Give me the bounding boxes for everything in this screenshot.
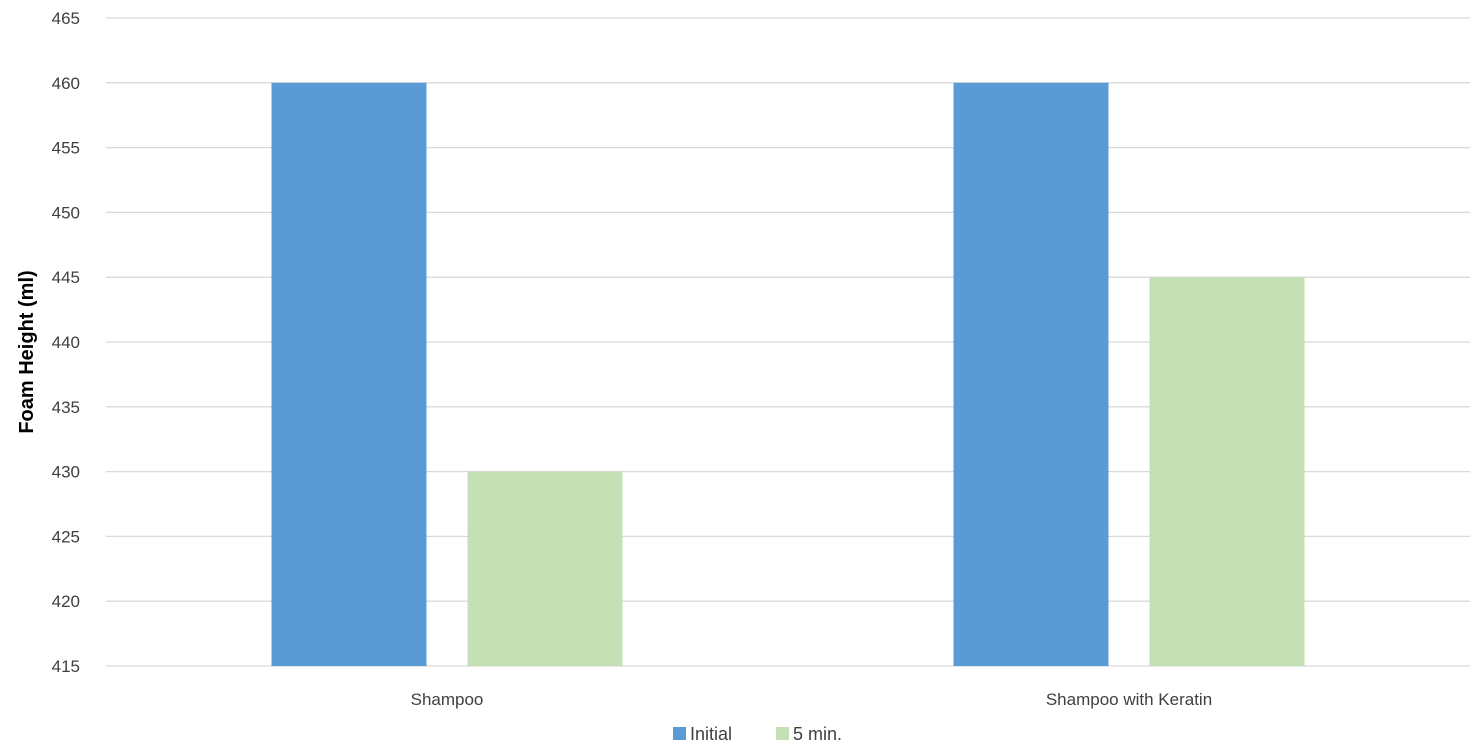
legend-label: 5 min. xyxy=(793,724,842,744)
legend-swatch xyxy=(776,727,789,740)
legend-swatch xyxy=(673,727,686,740)
y-axis-label: Foam Height (ml) xyxy=(16,270,38,433)
legend: Initial 5 min. xyxy=(673,724,842,744)
y-tick-label: 455 xyxy=(52,139,80,158)
legend-label: Initial xyxy=(690,724,732,744)
y-tick-label: 445 xyxy=(52,268,80,287)
bars xyxy=(271,82,1305,667)
x-category-label: Shampoo xyxy=(411,690,484,709)
y-axis-ticks: 415 420 425 430 435 440 445 450 455 460 465 xyxy=(52,9,80,676)
bar-initial xyxy=(271,82,427,667)
y-tick-label: 460 xyxy=(52,74,80,93)
y-tick-label: 440 xyxy=(52,333,80,352)
x-category-label: Shampoo with Keratin xyxy=(1046,690,1212,709)
y-tick-label: 430 xyxy=(52,463,80,482)
y-tick-label: 425 xyxy=(52,527,80,546)
y-tick-label: 450 xyxy=(52,203,80,222)
bar-5-min xyxy=(467,471,623,666)
y-tick-label: 420 xyxy=(52,592,80,611)
bar-initial xyxy=(953,82,1109,667)
bar-5-min xyxy=(1149,277,1305,666)
x-axis-categories: Shampoo Shampoo with Keratin xyxy=(411,690,1213,709)
y-tick-label: 465 xyxy=(52,9,80,28)
y-tick-label: 415 xyxy=(52,657,80,676)
y-tick-label: 435 xyxy=(52,398,80,417)
